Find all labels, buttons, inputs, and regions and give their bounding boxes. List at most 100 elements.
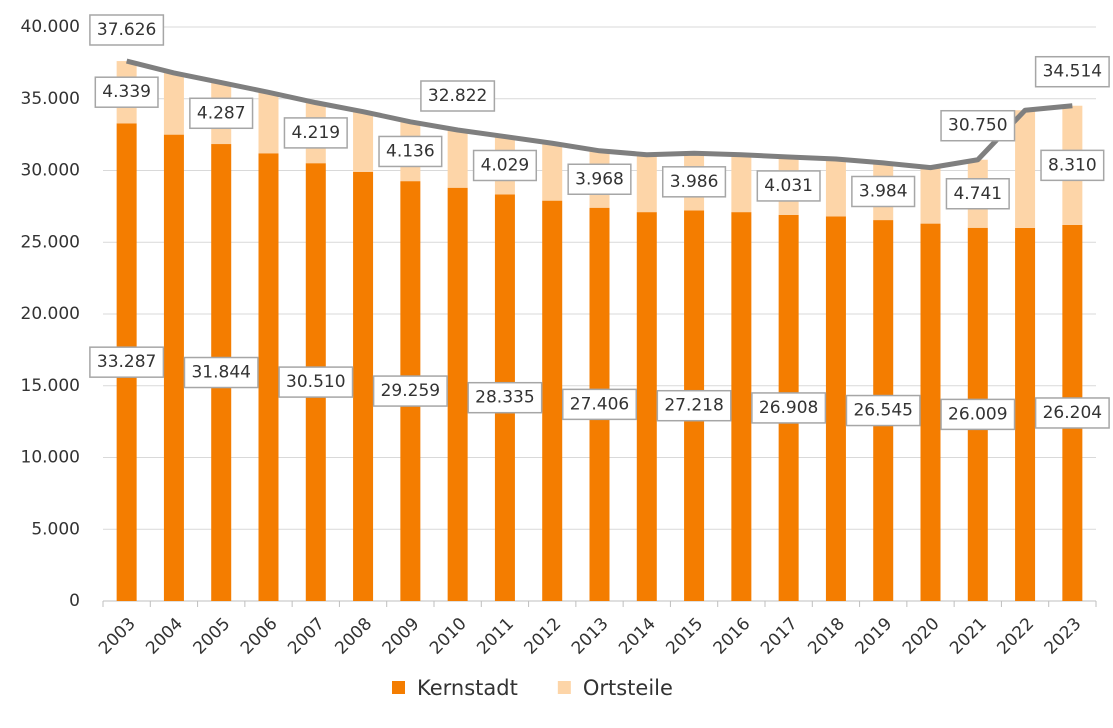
label-box xyxy=(756,170,821,202)
label-box xyxy=(851,175,916,208)
x-tick-label: 2008 xyxy=(331,614,376,659)
label-box xyxy=(656,389,732,422)
bar-segment xyxy=(353,171,374,601)
data-label: 26.908 xyxy=(751,392,827,424)
x-tick-label: 2005 xyxy=(190,614,235,659)
bar-segment xyxy=(258,153,279,601)
data-label: 33.287 xyxy=(89,346,165,378)
x-tick-label: 2015 xyxy=(662,614,707,659)
y-tick-label: 30.000 xyxy=(21,161,80,181)
total-line xyxy=(126,58,1073,171)
legend-swatch xyxy=(557,681,571,694)
x-tick-label: 2011 xyxy=(473,614,518,659)
data-label: 8.310 xyxy=(1040,149,1105,182)
label-box xyxy=(945,178,1010,210)
data-label-text: 26.908 xyxy=(759,398,818,418)
y-tick-label: 5.000 xyxy=(31,519,80,539)
labels: 33.287 4.339 31.844 4.287 30.510 4.219 29.259 4… xyxy=(89,14,1110,431)
x-tick-label: 2018 xyxy=(804,614,849,659)
label-box xyxy=(183,356,259,389)
x-tick-label: 2017 xyxy=(757,614,802,659)
label-box xyxy=(278,366,354,398)
data-label: 31.844 xyxy=(183,356,259,389)
data-label-text: 27.406 xyxy=(570,394,629,414)
data-label: 28.335 xyxy=(467,381,543,414)
bar-segment xyxy=(258,92,279,154)
bar-segment xyxy=(163,134,184,601)
data-label: 26.545 xyxy=(845,394,921,427)
x-tick-label: 2009 xyxy=(379,614,424,659)
data-label-text: 3.986 xyxy=(670,172,719,192)
label-box xyxy=(1034,397,1110,429)
label-box xyxy=(845,394,921,427)
data-label: 26.009 xyxy=(940,398,1016,431)
data-label: 32.822 xyxy=(420,80,496,112)
data-label: 4.029 xyxy=(472,149,538,182)
label-box xyxy=(1040,149,1105,182)
data-label-text: 32.822 xyxy=(428,86,487,106)
x-tick-label: 2004 xyxy=(142,614,187,659)
bar-segment xyxy=(825,216,846,602)
label-box xyxy=(467,381,543,414)
bar-segment xyxy=(353,111,374,172)
x-tick-label: 2003 xyxy=(95,614,140,659)
label-box xyxy=(940,398,1016,431)
data-label: 29.259 xyxy=(372,375,448,407)
data-label-text: 33.287 xyxy=(97,352,156,372)
data-label: 34.514 xyxy=(1034,55,1110,88)
data-label-text: 4.287 xyxy=(197,103,246,123)
bar-segment xyxy=(1015,110,1036,228)
label-box xyxy=(94,76,159,108)
label-box xyxy=(89,346,165,378)
y-tick-label: 0 xyxy=(69,591,80,611)
data-label: 3.984 xyxy=(851,175,916,208)
data-label-text: 28.335 xyxy=(475,388,534,408)
x-tick-label: 2023 xyxy=(1041,614,1086,659)
data-label: 37.626 xyxy=(89,14,165,46)
data-label-text: 31.844 xyxy=(191,363,250,383)
data-label: 4.339 xyxy=(94,76,159,108)
data-label-text: 34.514 xyxy=(1043,62,1102,82)
x-tick-label: 2020 xyxy=(899,614,944,659)
data-label-text: 26.204 xyxy=(1043,403,1102,423)
data-label-text: 29.259 xyxy=(381,381,440,401)
data-label-text: 37.626 xyxy=(97,20,156,40)
bar-segment xyxy=(731,212,752,602)
bar-segment xyxy=(920,223,941,601)
data-label-text: 26.545 xyxy=(853,401,912,421)
data-label: 4.219 xyxy=(283,117,348,149)
data-label-text: 4.031 xyxy=(764,176,813,196)
data-label: 27.218 xyxy=(656,389,732,422)
x-tick-label: 2006 xyxy=(237,614,282,659)
data-label: 4.136 xyxy=(378,135,443,168)
x-tick-label: 2019 xyxy=(852,614,897,659)
x-tick-label: 2016 xyxy=(710,614,755,659)
label-box xyxy=(567,163,632,196)
data-label: 30.510 xyxy=(278,366,354,398)
label-box xyxy=(89,14,165,46)
data-label-text: 4.741 xyxy=(953,184,1002,204)
x-tick-label: 2007 xyxy=(284,614,329,659)
bar-segment xyxy=(542,143,563,201)
data-label-text: 3.984 xyxy=(859,181,908,201)
label-box xyxy=(562,388,637,421)
legend-label: Kernstadt xyxy=(417,676,518,700)
y-tick-label: 20.000 xyxy=(21,304,80,324)
x-tick-label: 2022 xyxy=(993,614,1038,659)
data-label: 30.750 xyxy=(940,109,1016,142)
bar-segment xyxy=(920,167,941,224)
label-box xyxy=(420,80,496,112)
label-box xyxy=(472,149,538,182)
label-box xyxy=(751,392,827,424)
label-box xyxy=(1034,55,1110,88)
data-label-text: 3.968 xyxy=(575,169,624,189)
data-label: 4.031 xyxy=(756,170,821,202)
data-label-text: 4.029 xyxy=(481,155,530,175)
label-box xyxy=(372,375,448,407)
bars xyxy=(116,61,1083,602)
label-box xyxy=(661,166,727,198)
line-layer xyxy=(126,58,1073,171)
data-label: 26.204 xyxy=(1034,397,1110,429)
data-label: 27.406 xyxy=(562,388,637,421)
label-box xyxy=(283,117,348,149)
